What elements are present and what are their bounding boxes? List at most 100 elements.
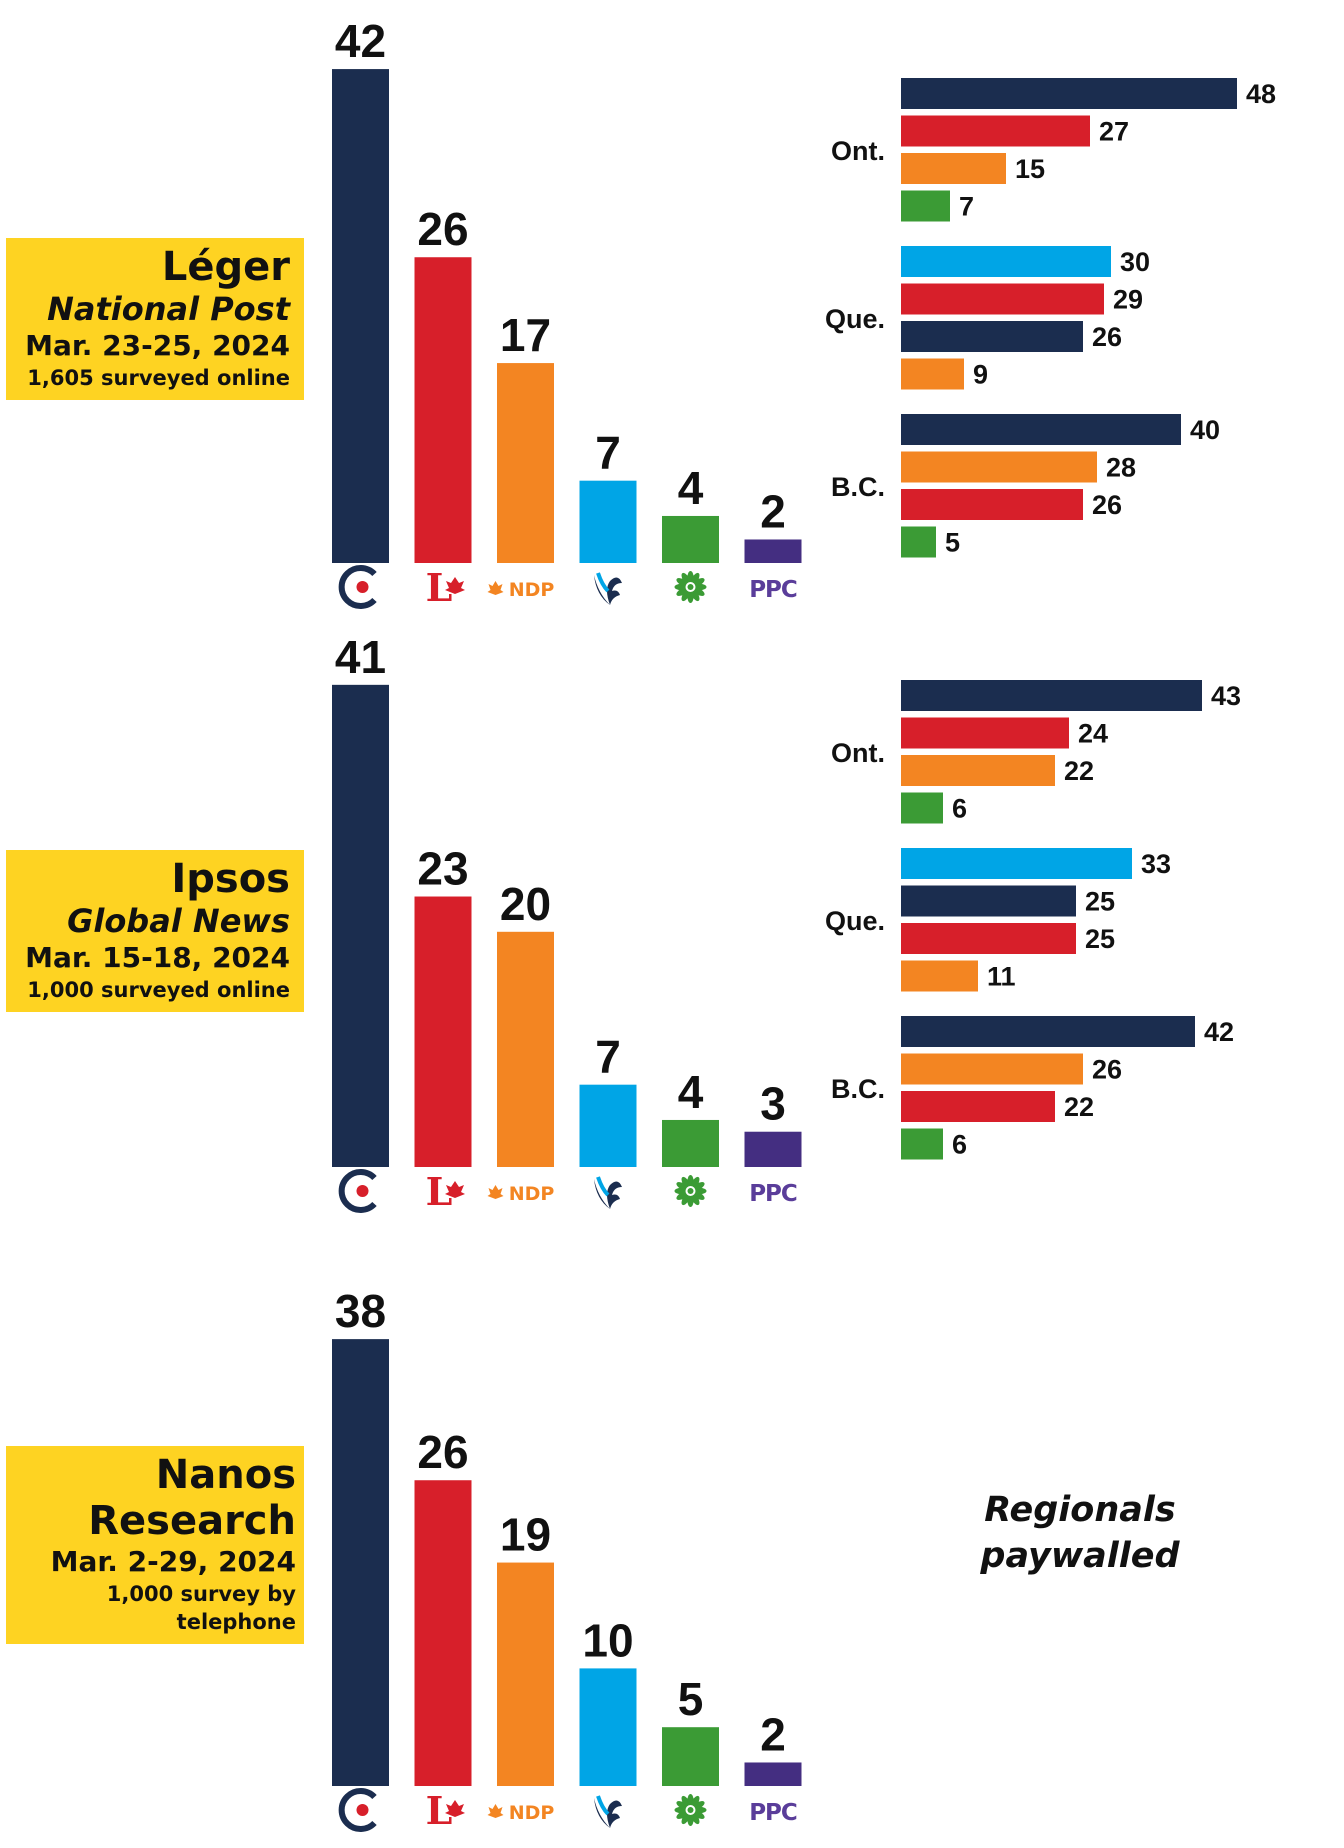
bar-lpc [414,896,472,1167]
bar-cpc [332,69,389,563]
gpc-logo-icon [674,571,707,603]
regional-bar-cpc [901,1016,1195,1047]
regional-bar-value: 42 [1204,1017,1234,1047]
regional-bar-gpc [901,1128,943,1160]
poll-sample: 1,605 surveyed online [27,366,290,390]
pollster-box-ipsos: Ipsos Global News Mar. 15-18, 2024 1,000… [6,850,304,1012]
lpc-leaf-icon [445,1800,465,1817]
bq-accent-icon [596,1795,610,1816]
regional-bar-ndp [901,960,978,992]
regional-bar-value: 28 [1106,453,1136,483]
bar-value-label: 7 [595,1031,621,1083]
bar-ndp [497,931,554,1167]
pollster-box-leger: Léger National Post Mar. 23-25, 2024 1,6… [6,238,304,400]
regional-bar-lpc [901,115,1090,147]
bar-bq [579,480,637,563]
ndp-leaf-icon [487,1185,504,1199]
regional-bar-value: 9 [973,360,988,390]
bar-ppc [744,539,802,563]
regional-bar-value: 6 [952,794,967,824]
region-label: Que. [825,906,885,936]
pollster-name: Léger [161,244,290,290]
regional-bar-value: 24 [1078,719,1108,749]
region-label: Ont. [831,738,885,768]
gpc-logo-icon [674,1175,707,1207]
pollster-name-line2: Research [88,1498,296,1544]
regionals-paywalled-note: Regionals paywalled [930,1487,1230,1579]
regional-bar-value: 48 [1246,79,1276,109]
regional-bar-value: 33 [1141,849,1171,879]
bar-value-label: 4 [678,462,704,514]
cpc-leaf-icon [356,581,369,593]
ndp-logo-icon: NDP [509,579,555,601]
regionals-note-line1: Regionals [984,1490,1176,1530]
ndp-leaf-icon [487,1804,504,1818]
bar-value-label: 41 [335,631,386,683]
regional-bar-gpc [901,792,943,824]
regional-bar-ndp [901,451,1097,483]
bar-value-label: 7 [595,427,621,479]
regional-bar-value: 29 [1113,285,1143,315]
pollster-sponsor: National Post [47,290,290,328]
ndp-leaf-icon [487,581,504,595]
bq-accent-icon [596,1176,610,1197]
bar-ndp [497,363,554,563]
gpc-logo-icon [674,1794,707,1826]
regional-bar-value: 43 [1211,681,1241,711]
bar-value-label: 3 [760,1078,786,1130]
regional-bar-ndp [901,153,1006,184]
cpc-logo-icon [338,1169,377,1213]
bar-value-label: 26 [417,203,468,255]
regional-bar-cpc [901,885,1076,917]
region-label: Que. [825,304,885,334]
regional-bar-ndp [901,755,1055,786]
ppc-logo-icon: PPC [749,1181,797,1207]
bar-cpc [332,1339,389,1786]
regionals-note-line2: paywalled [980,1536,1180,1576]
ndp-logo-icon: NDP [509,1802,555,1824]
lpc-logo-icon: L [426,1169,453,1214]
bar-value-label: 5 [678,1673,704,1725]
regional-bar-value: 11 [987,962,1016,992]
regional-bar-value: 22 [1064,756,1094,786]
regional-bar-value: 26 [1092,322,1122,352]
pollster-sponsor: Global News [67,902,290,940]
bar-value-label: 38 [335,1285,386,1337]
bar-value-label: 20 [500,878,551,930]
regional-bar-cpc [901,321,1083,352]
poll-dates: Mar. 2-29, 2024 [50,1545,296,1578]
lpc-leaf-icon [445,577,465,594]
bar-value-label: 2 [760,1708,786,1760]
regional-bar-value: 27 [1099,117,1129,147]
bar-ndp [497,1562,554,1786]
bar-lpc [414,1480,472,1786]
regional-bar-cpc [901,680,1202,711]
regional-bar-gpc [901,190,950,222]
bar-lpc [414,257,472,563]
regional-bar-value: 15 [1015,154,1045,184]
ppc-logo-icon: PPC [749,1800,797,1826]
regional-bar-value: 22 [1064,1092,1094,1122]
regional-bar-ndp [901,358,964,390]
regional-bar-lpc [901,717,1069,749]
regional-bar-value: 26 [1092,490,1122,520]
bq-accent-icon [596,572,610,593]
regional-bar-cpc [901,414,1181,445]
pollster-name: Ipsos [171,856,290,902]
pollster-box-nanos: Nanos Research Mar. 2-29, 2024 1,000 sur… [6,1446,304,1644]
bar-value-label: 2 [760,485,786,537]
ndp-logo-icon: NDP [509,1183,555,1205]
bar-bq [579,1668,637,1786]
bar-gpc [662,1727,719,1786]
bar-value-label: 23 [417,843,468,895]
poll-sample: 1,000 survey by telephone [106,1582,296,1634]
regional-bar-value: 25 [1085,887,1115,917]
cpc-logo-icon [338,1788,377,1832]
bar-value-label: 17 [500,309,551,361]
bar-gpc [662,515,719,563]
poll-panel: 38 26 L 19 NDP 10 5 2 PPC [332,1285,802,1833]
lpc-logo-icon: L [426,1788,453,1833]
